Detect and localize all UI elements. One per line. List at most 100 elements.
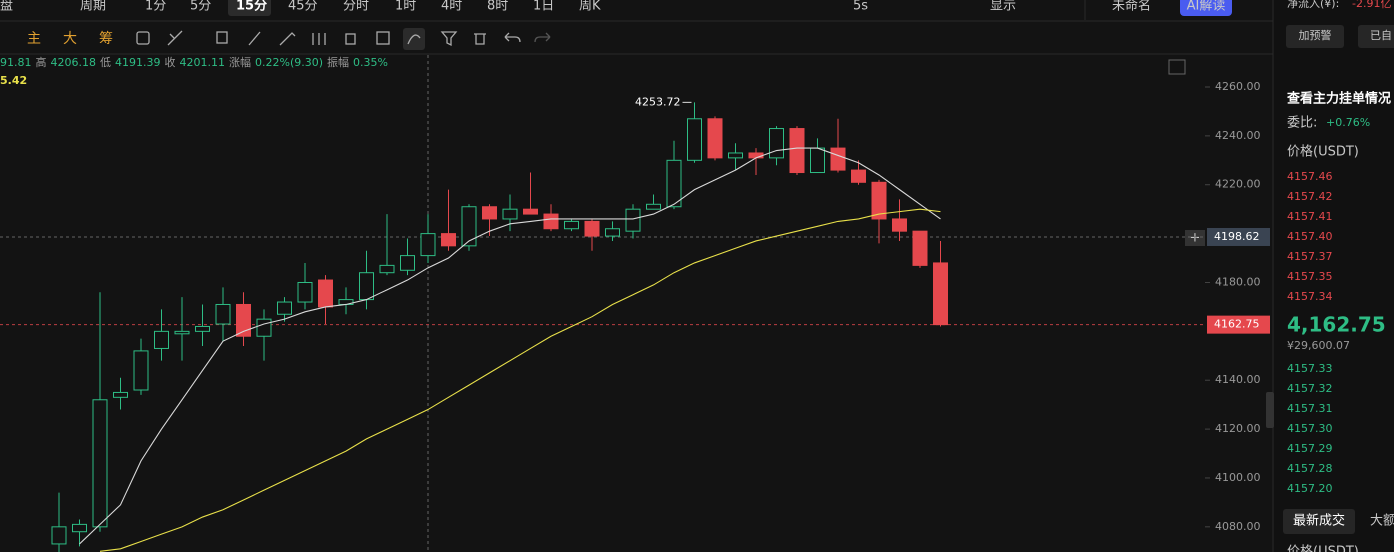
last-price-label: 4162.75 bbox=[1214, 318, 1260, 331]
bid-price: 4157.29 bbox=[1287, 442, 1333, 455]
candle-body bbox=[441, 233, 456, 247]
tool-icon[interactable] bbox=[136, 31, 150, 45]
interval[interactable]: 1分 bbox=[145, 0, 166, 14]
last-price: 4,162.75 bbox=[1287, 313, 1386, 337]
candle-body bbox=[933, 262, 948, 326]
tool-icon[interactable] bbox=[216, 31, 228, 44]
info-value: 4206.18 bbox=[51, 56, 97, 69]
self-label[interactable]: 已自 bbox=[1370, 29, 1392, 42]
candle-body bbox=[912, 230, 928, 266]
candle-body bbox=[195, 325, 210, 332]
book-header: 价格(USDT) bbox=[1287, 144, 1359, 160]
interval[interactable]: 1日 bbox=[533, 0, 554, 14]
candle-body bbox=[420, 233, 436, 257]
large-tab-label[interactable]: 大额 bbox=[1370, 514, 1394, 529]
y-tick-label: 4240.00 bbox=[1215, 129, 1261, 142]
candle-body bbox=[789, 128, 805, 174]
candle-body bbox=[154, 330, 169, 349]
last-price-badge bbox=[1207, 315, 1270, 334]
ask-price: 4157.40 bbox=[1287, 230, 1333, 243]
speed[interactable]: 5s bbox=[853, 0, 868, 14]
interval[interactable]: 5分 bbox=[190, 0, 211, 14]
fullscreen-icon[interactable] bbox=[1168, 59, 1186, 75]
candle-body bbox=[400, 255, 415, 271]
candle-body bbox=[523, 208, 538, 215]
candle-body bbox=[728, 152, 743, 159]
ma-line bbox=[79, 147, 941, 545]
interval[interactable]: 4时 bbox=[441, 0, 462, 14]
y-tick-label: 4180.00 bbox=[1215, 275, 1261, 288]
active-interval-bg bbox=[228, 0, 271, 16]
interval[interactable]: 15分 bbox=[236, 0, 267, 14]
crosshair-add[interactable] bbox=[1185, 230, 1205, 246]
tool-active-bg bbox=[403, 28, 425, 50]
tool-icon[interactable] bbox=[312, 33, 326, 45]
interval[interactable]: 分时 bbox=[343, 0, 369, 14]
interval[interactable]: 45分 bbox=[288, 0, 318, 14]
bid-price: 4157.33 bbox=[1287, 362, 1333, 375]
tool-icon[interactable] bbox=[279, 32, 296, 46]
ratio-label: 委比: bbox=[1287, 116, 1317, 131]
indicator[interactable]: 主 bbox=[27, 31, 41, 47]
tool-icon[interactable] bbox=[345, 33, 356, 45]
candle-body bbox=[892, 218, 907, 232]
info-label: 涨幅 bbox=[229, 56, 251, 69]
indicator[interactable]: 筹 bbox=[99, 30, 113, 47]
alert-button[interactable] bbox=[1286, 25, 1344, 48]
self-button[interactable] bbox=[1358, 25, 1394, 48]
ask-price: 4157.35 bbox=[1287, 270, 1333, 283]
period-menu[interactable]: 周期 bbox=[80, 0, 106, 14]
bid-price: 4157.28 bbox=[1287, 462, 1333, 475]
info-value: 0.22%(9.30) bbox=[255, 56, 323, 69]
ma-value: 5.42 bbox=[0, 74, 27, 87]
tool-icon[interactable] bbox=[534, 32, 551, 43]
tool-icon[interactable] bbox=[167, 30, 183, 46]
tool-icon[interactable] bbox=[440, 31, 458, 47]
plot bbox=[0, 55, 1205, 552]
ai-label[interactable]: AI解读 bbox=[1187, 0, 1226, 14]
indicator[interactable]: 大 bbox=[63, 31, 77, 47]
tool-icon[interactable] bbox=[407, 34, 421, 45]
ai-button[interactable] bbox=[1180, 0, 1232, 16]
info-value: 4201.11 bbox=[180, 56, 226, 69]
plus-icon: + bbox=[1190, 231, 1201, 246]
ask-price: 4157.41 bbox=[1287, 210, 1333, 223]
bid-price: 4157.20 bbox=[1287, 482, 1333, 495]
candle-body bbox=[297, 281, 313, 303]
y-tick-label: 4120.00 bbox=[1215, 422, 1261, 435]
candle-body bbox=[461, 206, 477, 247]
candle-body bbox=[174, 330, 190, 335]
candle-body bbox=[277, 301, 292, 315]
tool-icon[interactable] bbox=[376, 31, 390, 45]
net-inflow: -2.91亿 bbox=[1352, 0, 1391, 10]
interval[interactable]: 8时 bbox=[487, 0, 508, 14]
y-tick-label: 4220.00 bbox=[1215, 178, 1261, 191]
candle-body bbox=[851, 169, 866, 183]
candle-body bbox=[318, 279, 333, 308]
display-menu[interactable]: 显示 bbox=[990, 0, 1016, 14]
candle-body bbox=[236, 303, 251, 337]
candle-body bbox=[113, 391, 128, 398]
side-panel-bg bbox=[1273, 0, 1394, 552]
tool-icon[interactable] bbox=[248, 31, 261, 46]
layout-name[interactable]: 未命名 bbox=[1112, 0, 1151, 14]
candle-body bbox=[687, 118, 702, 161]
alert-label[interactable]: 加预警 bbox=[1299, 28, 1332, 42]
panel-title[interactable]: 查看主力挂单情况 bbox=[1286, 91, 1391, 107]
latest-tab[interactable] bbox=[1283, 509, 1355, 534]
bid-price: 4157.32 bbox=[1287, 382, 1333, 395]
toolbar-text[interactable]: 盘 bbox=[0, 0, 13, 14]
candle-body bbox=[51, 526, 67, 545]
crosshair-badge bbox=[1207, 227, 1270, 246]
tool-icon[interactable] bbox=[504, 32, 521, 43]
tool-icon[interactable] bbox=[474, 33, 486, 45]
panel-toggle[interactable] bbox=[1266, 392, 1274, 428]
candle-body bbox=[543, 213, 559, 230]
info-value: 4191.39 bbox=[115, 56, 161, 69]
interval[interactable]: 周K bbox=[579, 0, 601, 14]
latest-tab-label[interactable]: 最新成交 bbox=[1293, 513, 1345, 529]
y-tick-label: 4260.00 bbox=[1215, 80, 1261, 93]
interval[interactable]: 1时 bbox=[395, 0, 416, 14]
